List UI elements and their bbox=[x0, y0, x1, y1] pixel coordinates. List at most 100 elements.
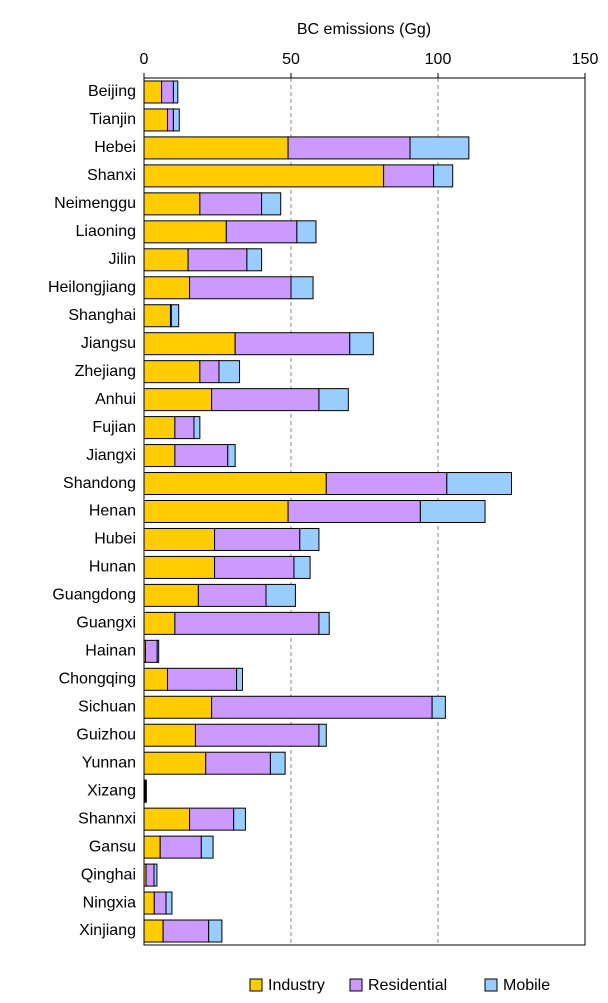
plot-frame bbox=[143, 77, 586, 946]
bar-segment bbox=[172, 108, 180, 132]
bar-segment bbox=[143, 723, 196, 747]
bar-segment bbox=[143, 416, 176, 440]
y-tick-label: Yunnan bbox=[82, 754, 136, 771]
x-tick-label: 150 bbox=[572, 51, 599, 68]
bar-segment bbox=[143, 276, 191, 300]
bar-segment bbox=[349, 332, 374, 356]
bar-segment bbox=[159, 835, 202, 859]
bar-segment bbox=[193, 416, 201, 440]
bar-segment bbox=[143, 192, 201, 216]
bar-segment bbox=[143, 583, 199, 607]
legend-label: Residential bbox=[368, 977, 447, 994]
bar-segment bbox=[199, 192, 263, 216]
bar-segment bbox=[143, 388, 213, 412]
bar-segment bbox=[194, 723, 320, 747]
y-tick-label: Jiangsu bbox=[81, 335, 136, 352]
bar-segment bbox=[143, 751, 207, 775]
bar-segment bbox=[299, 527, 320, 551]
y-tick-label: Anhui bbox=[95, 391, 136, 408]
bar-segment bbox=[143, 164, 385, 188]
y-tick-label: Fujian bbox=[92, 419, 136, 436]
y-tick-label: Shandong bbox=[63, 475, 136, 492]
bar-segment bbox=[172, 80, 179, 104]
bar-segment bbox=[225, 220, 298, 244]
y-tick-label: Xizang bbox=[87, 782, 136, 799]
bar-segment bbox=[383, 164, 435, 188]
y-tick-label: Gansu bbox=[89, 838, 136, 855]
bar-segment bbox=[187, 248, 248, 272]
y-tick-label: Xinjiang bbox=[79, 922, 136, 939]
bar-segment bbox=[162, 919, 210, 943]
bar-segment bbox=[290, 276, 314, 300]
bar-segment bbox=[143, 555, 216, 579]
y-tick-label: Liaoning bbox=[76, 223, 137, 240]
bar-segment bbox=[143, 611, 176, 635]
bar-segment bbox=[246, 248, 263, 272]
bar-segment bbox=[296, 220, 317, 244]
bar-segment bbox=[165, 891, 173, 915]
bar-segment bbox=[214, 555, 295, 579]
bar-segment bbox=[143, 891, 155, 915]
y-tick-label: Hebei bbox=[94, 139, 136, 156]
bar-segment bbox=[174, 416, 195, 440]
y-tick-label: Tianjin bbox=[89, 111, 136, 128]
bar-segment bbox=[144, 639, 158, 663]
bar-segment bbox=[211, 388, 320, 412]
bar-segment bbox=[446, 472, 513, 496]
bar-segment bbox=[145, 863, 155, 887]
x-tick-label: 100 bbox=[425, 51, 452, 68]
y-tick-label: Shanghai bbox=[68, 307, 136, 324]
bar-segment bbox=[167, 108, 174, 132]
y-tick-label: Sichuan bbox=[78, 698, 136, 715]
bar-segment bbox=[143, 444, 176, 468]
legend-swatch bbox=[484, 978, 498, 992]
bar-segment bbox=[143, 304, 171, 328]
bar-segment bbox=[143, 248, 189, 272]
x-axis-title: BC emissions (Gg) bbox=[297, 21, 431, 38]
bar-segment bbox=[200, 835, 214, 859]
y-tick-label: Hainan bbox=[85, 643, 136, 660]
bar-segment bbox=[174, 611, 320, 635]
bar-segment bbox=[189, 807, 235, 831]
bar-segment bbox=[143, 919, 164, 943]
y-tick-label: Qinghai bbox=[81, 866, 136, 883]
bar-segment bbox=[153, 863, 158, 887]
bar-segment bbox=[227, 444, 236, 468]
bar-segment bbox=[143, 108, 169, 132]
bar-segment bbox=[419, 500, 486, 523]
bar-segment bbox=[318, 611, 330, 635]
bar-segment bbox=[143, 332, 236, 356]
bar-segment bbox=[261, 192, 282, 216]
bar-segment bbox=[214, 527, 301, 551]
bar-segment bbox=[433, 164, 454, 188]
y-tick-label: Jilin bbox=[108, 251, 136, 268]
bar-segment bbox=[143, 695, 213, 719]
y-tick-label: Guangdong bbox=[52, 587, 136, 604]
y-tick-label: Neimenggu bbox=[54, 195, 136, 212]
bar-segment bbox=[211, 695, 433, 719]
bar-segment bbox=[218, 360, 241, 384]
bar-segment bbox=[208, 919, 223, 943]
legend-swatch bbox=[249, 978, 263, 992]
bar-segment bbox=[144, 779, 147, 803]
bar-segment bbox=[205, 751, 271, 775]
bar-segment bbox=[293, 555, 311, 579]
bar-segment bbox=[143, 360, 201, 384]
legend-label: Industry bbox=[268, 977, 325, 994]
x-tick-label: 50 bbox=[282, 51, 300, 68]
y-tick-label: Ningxia bbox=[83, 894, 136, 911]
y-tick-label: Shanxi bbox=[87, 167, 136, 184]
bar-segment bbox=[265, 583, 296, 607]
bar-segment bbox=[143, 136, 289, 160]
bar-segment bbox=[174, 444, 229, 468]
bar-segment bbox=[233, 807, 246, 831]
bar-segment bbox=[199, 360, 220, 384]
bar-segment bbox=[143, 472, 327, 496]
bar-segment bbox=[167, 667, 238, 691]
bar-segment bbox=[318, 388, 349, 412]
y-tick-label: Zhejiang bbox=[75, 363, 136, 380]
y-tick-label: Jiangxi bbox=[86, 447, 136, 464]
legend-label: Mobile bbox=[503, 977, 550, 994]
y-tick-label: Shannxi bbox=[78, 810, 136, 827]
bar-segment bbox=[143, 220, 227, 244]
